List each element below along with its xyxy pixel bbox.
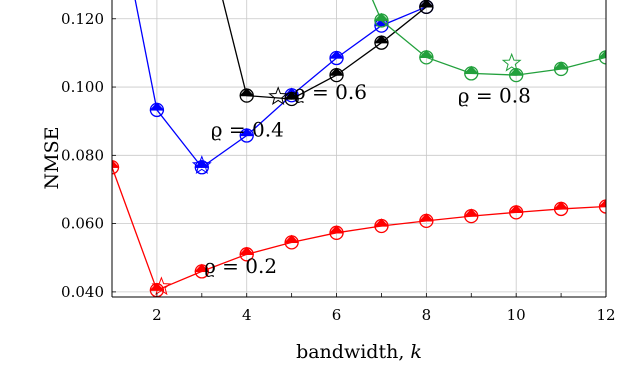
x-axis-label-variable: k (410, 341, 422, 363)
data-point-triangle (284, 234, 300, 243)
data-point (239, 127, 255, 143)
x-tick-label: 4 (242, 306, 252, 324)
data-point-triangle (239, 87, 255, 96)
data-point (598, 198, 606, 214)
data-point-triangle (553, 201, 569, 210)
y-tick-label: 0.120 (61, 10, 104, 28)
data-point (112, 159, 120, 175)
grid (112, 0, 607, 297)
data-point-triangle (553, 61, 569, 70)
y-tick-label: 0.100 (61, 78, 104, 96)
data-point (374, 12, 389, 28)
data-point (508, 67, 524, 83)
optimum-star (191, 155, 212, 174)
x-tick-label: 12 (596, 306, 615, 324)
data-point-triangle (418, 0, 434, 8)
data-point (194, 263, 210, 279)
rho-annotation: ϱ = 0.2 (204, 254, 277, 278)
series-layer (112, 0, 606, 297)
data-point (508, 204, 524, 220)
plot-frame (111, 0, 607, 298)
x-axis-label: bandwidth, k (296, 341, 422, 363)
series-line (222, 0, 427, 100)
data-point (239, 246, 255, 262)
x-tick-label: 6 (332, 306, 342, 324)
data-point-triangle (374, 218, 389, 227)
data-point-triangle (598, 49, 606, 58)
optimum-star (501, 52, 522, 72)
rho-annotation: ϱ = 0.6 (294, 80, 367, 104)
data-point-triangle (463, 208, 479, 217)
series-0 (112, 159, 606, 297)
data-point (463, 65, 479, 81)
data-point-triangle (598, 198, 606, 207)
data-point (463, 208, 479, 224)
optimum-star (151, 276, 172, 296)
data-point-triangle (374, 12, 389, 21)
y-axis-label: NMSE (41, 127, 63, 190)
data-point (239, 87, 255, 103)
data-point (329, 225, 344, 240)
y-tick-label: 0.040 (61, 283, 104, 301)
series-3 (371, 0, 606, 83)
data-point (194, 159, 210, 175)
data-point (553, 61, 569, 77)
rho-annotation: ϱ = 0.4 (211, 118, 284, 142)
y-tick-label: 0.080 (61, 146, 104, 164)
series-line (112, 167, 606, 292)
data-point (284, 91, 300, 107)
y-tick-label: 0.060 (61, 215, 104, 233)
series-line (134, 0, 427, 169)
data-point (598, 49, 606, 65)
optimum-star (268, 86, 289, 106)
x-tick-label: 8 (422, 306, 432, 324)
data-point-triangle (329, 225, 344, 234)
data-point (374, 35, 389, 50)
data-point-triangle (463, 65, 479, 74)
data-point (374, 218, 389, 234)
ticks: 2 4 6 8 10 12 0.040 0.060 0.080 0.100 0.120 (61, 10, 616, 324)
series-2 (222, 0, 434, 107)
annotations: ϱ = 0.2 ϱ = 0.4 ϱ = 0.6 ϱ = 0.8 (204, 80, 531, 278)
x-tick-label: 2 (152, 306, 162, 324)
data-point (418, 213, 434, 229)
data-point (284, 234, 300, 250)
data-point-triangle (508, 204, 524, 213)
x-tick-label: 10 (507, 306, 526, 324)
data-point (329, 50, 344, 66)
data-point-triangle (149, 102, 165, 111)
data-point (418, 0, 434, 14)
data-point (418, 49, 434, 65)
stars-layer (151, 52, 522, 296)
data-point (553, 201, 569, 217)
data-point (149, 102, 165, 118)
data-point-triangle (418, 213, 434, 222)
rho-annotation: ϱ = 0.8 (458, 83, 531, 107)
data-point-triangle (112, 159, 120, 168)
data-point (329, 67, 344, 83)
x-axis-label-text: bandwidth, (296, 341, 410, 363)
